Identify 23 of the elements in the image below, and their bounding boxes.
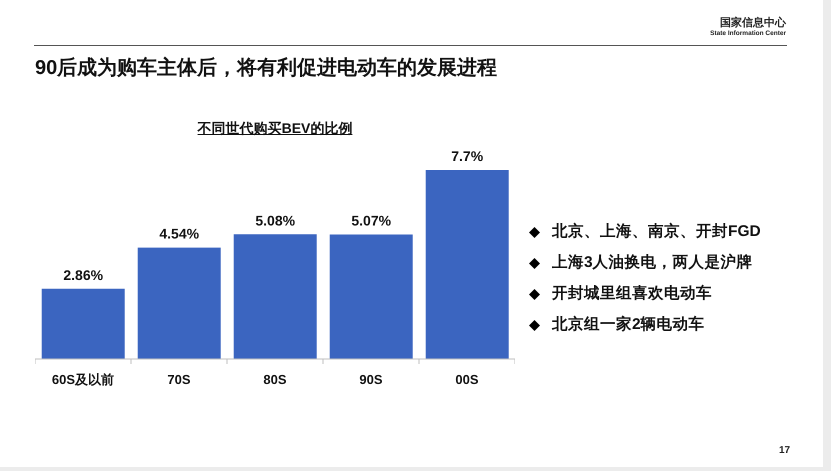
x-tick-label: 70S xyxy=(167,372,191,387)
bar xyxy=(234,234,317,359)
bar xyxy=(138,248,221,359)
data-label: 7.7% xyxy=(451,148,484,164)
data-label: 5.08% xyxy=(255,212,296,228)
text: 北京组一家2辆电动车 xyxy=(552,315,705,335)
text: 开封城里组喜欢电动车 xyxy=(552,284,712,304)
x-tick-label: 60S及以前 xyxy=(52,372,114,387)
chart-title: 90后成为购车主体后，将有利促进电动车的发展进程 xyxy=(35,56,498,81)
data-label: 5.07% xyxy=(351,212,392,229)
text: 17 xyxy=(779,445,790,457)
bar xyxy=(426,170,509,359)
text: 国家信息中心 xyxy=(720,17,786,30)
bar xyxy=(42,288,125,359)
x-tick-label: 00S xyxy=(455,372,479,387)
x-tick-label: 90S xyxy=(359,372,383,387)
data-label: 2.86% xyxy=(63,266,104,283)
text: 北京、上海、南京、开封FGD xyxy=(552,222,761,242)
text: 上海3人油换电，两人是沪牌 xyxy=(552,253,753,273)
x-tick-label: 80S xyxy=(263,372,287,387)
bar xyxy=(330,234,413,359)
chart-subtitle: 不同世代购买BEV的比例 xyxy=(198,120,352,136)
data-label: 4.54% xyxy=(159,226,200,242)
